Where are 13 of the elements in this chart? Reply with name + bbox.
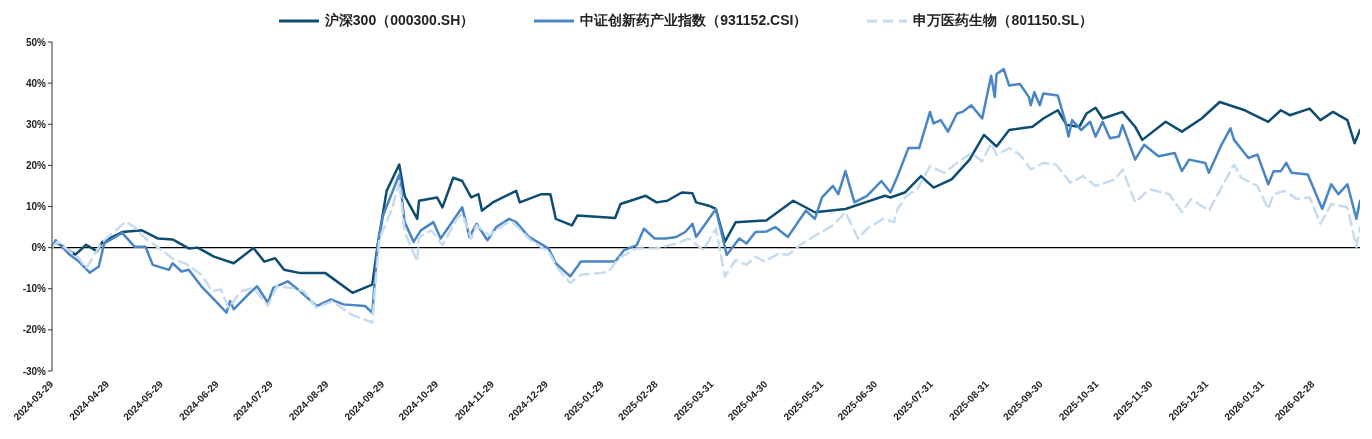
y-tick-label: 0% — [31, 242, 47, 254]
y-tick-label: 30% — [25, 118, 47, 130]
y-tick-label: 50% — [25, 36, 47, 48]
line-series — [52, 67, 1360, 314]
y-tick-label: -20% — [22, 324, 47, 336]
y-tick-label: 20% — [25, 159, 47, 171]
y-tick-label: 40% — [25, 77, 47, 89]
legend-label: 中证创新药产业指数（931152.CSI） — [580, 12, 808, 30]
y-tick-label: -30% — [22, 365, 47, 377]
legend-label: 申万医药生物（801150.SL） — [913, 12, 1094, 30]
y-tick-label: -10% — [22, 283, 47, 295]
legend-label: 沪深300（000300.SH） — [324, 12, 475, 30]
y-tick-label: 10% — [25, 201, 47, 213]
